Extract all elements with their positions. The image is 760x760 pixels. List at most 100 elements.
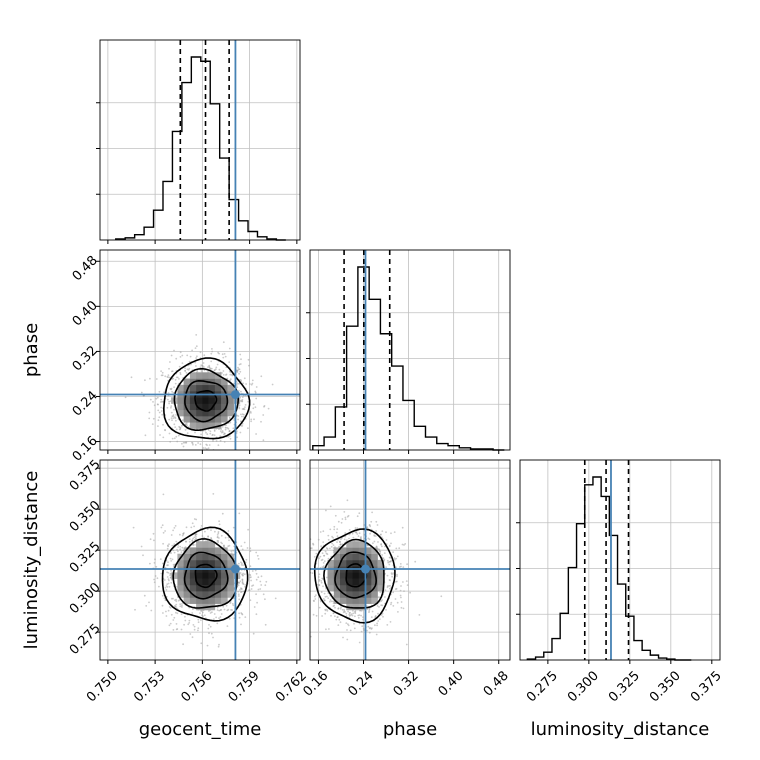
scatter-point — [240, 545, 243, 547]
scatter-point — [392, 591, 395, 594]
scatter-point — [390, 542, 392, 545]
density-cell — [358, 591, 366, 598]
scatter-point — [207, 447, 210, 450]
x-tick-label-phase: 0.16 — [300, 668, 331, 699]
scatter-point — [256, 554, 259, 557]
density-cell — [365, 578, 372, 586]
scatter-point — [253, 606, 256, 608]
scatter-point — [181, 534, 184, 537]
scatter-point — [395, 566, 397, 569]
scatter-point — [241, 581, 244, 584]
density-cell — [183, 578, 191, 586]
scatter-point — [237, 415, 240, 417]
scatter-point — [228, 429, 231, 432]
density-cell — [202, 372, 209, 379]
scatter-point — [363, 629, 365, 632]
scatter-point — [161, 594, 164, 597]
scatter-point — [223, 441, 226, 443]
scatter-point — [337, 624, 340, 626]
scatter-point — [213, 618, 215, 620]
scatter-point — [238, 562, 240, 565]
scatter-point — [250, 576, 252, 578]
contour-level-2 — [173, 367, 239, 431]
scatter-point — [333, 528, 336, 531]
scatter-point — [338, 618, 341, 621]
scatter-point — [319, 600, 322, 603]
scatter-point — [193, 518, 196, 520]
density-cell — [183, 591, 191, 598]
density-cell — [196, 547, 203, 554]
scatter-point — [229, 373, 232, 376]
scatter-point — [177, 434, 180, 437]
scatter-point — [152, 532, 155, 535]
scatter-point — [173, 408, 175, 411]
scatter-point — [375, 633, 378, 636]
scatter-point — [229, 378, 232, 381]
joint-panel-phase-luminosity_distance — [309, 459, 511, 664]
scatter-point — [242, 590, 245, 593]
scatter-point — [376, 524, 379, 526]
scatter-point — [228, 539, 230, 542]
scatter-point — [191, 636, 194, 639]
density-cell — [202, 409, 209, 417]
scatter-point — [315, 614, 318, 617]
density-cell — [352, 553, 360, 561]
density-cell — [221, 578, 228, 586]
scatter-point — [376, 622, 378, 625]
scatter-point — [403, 544, 405, 546]
scatter-point — [197, 627, 200, 630]
scatter-point — [185, 441, 188, 443]
scatter-point — [348, 612, 351, 614]
scatter-point — [153, 578, 156, 581]
density-cell — [177, 403, 184, 411]
density-cell — [202, 559, 209, 567]
density-cell — [202, 416, 209, 423]
scatter-point — [185, 371, 188, 374]
scatter-point — [322, 585, 324, 588]
density-cell — [227, 409, 234, 417]
density-cell — [358, 547, 366, 554]
scatter-point — [395, 587, 398, 590]
scatter-point — [222, 605, 225, 608]
scatter-point — [168, 418, 171, 421]
scatter-point — [335, 531, 338, 534]
scatter-point — [194, 347, 197, 349]
scatter-point — [203, 366, 205, 368]
scatter-point — [237, 590, 240, 593]
scatter-point — [348, 613, 351, 616]
density-cell — [377, 572, 385, 579]
scatter-point — [403, 590, 405, 592]
scatter-point — [226, 609, 229, 612]
scatter-point — [373, 540, 376, 543]
scatter-point — [240, 380, 243, 382]
scatter-point — [248, 589, 251, 592]
scatter-point — [176, 456, 178, 458]
scatter-point — [222, 374, 225, 376]
scatter-point — [154, 558, 156, 561]
scatter-point — [159, 558, 162, 560]
x-tick-label-luminosity_distance: 0.350 — [647, 668, 684, 705]
scatter-point — [158, 411, 161, 414]
scatter-point — [398, 547, 401, 550]
scatter-point — [313, 600, 315, 602]
scatter-point — [173, 423, 176, 426]
scatter-point — [238, 582, 241, 584]
scatter-point — [380, 543, 383, 545]
scatter-point — [243, 377, 246, 380]
scatter-point — [208, 365, 211, 368]
density-cell — [365, 559, 372, 567]
scatter-point — [238, 612, 241, 615]
scatter-point — [216, 606, 219, 609]
scatter-point — [400, 601, 403, 603]
scatter-point — [243, 573, 246, 576]
scatter-point — [236, 384, 238, 386]
scatter-point — [179, 351, 182, 354]
scatter-point — [370, 628, 373, 630]
scatter-point — [153, 562, 156, 564]
scatter-point — [155, 565, 158, 568]
scatter-point — [318, 573, 321, 576]
scatter-point — [237, 584, 240, 586]
density-cell — [227, 578, 234, 586]
scatter-point — [219, 609, 222, 612]
scatter-point — [357, 535, 360, 537]
